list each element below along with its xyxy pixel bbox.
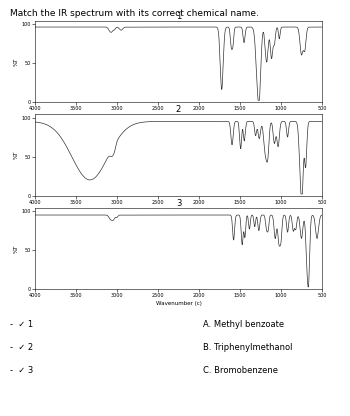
Text: A. Methyl benzoate: A. Methyl benzoate: [203, 320, 284, 329]
Title: 3: 3: [176, 199, 181, 208]
Y-axis label: %T: %T: [14, 244, 19, 253]
Y-axis label: %T: %T: [14, 151, 19, 159]
Text: -  ✓ 1: - ✓ 1: [10, 320, 34, 329]
X-axis label: Wavenumber (c): Wavenumber (c): [155, 301, 202, 306]
Text: C. Bromobenzene: C. Bromobenzene: [203, 366, 278, 375]
Text: -  ✓ 3: - ✓ 3: [10, 366, 34, 375]
Text: Match the IR spectrum with its correct chemical name.: Match the IR spectrum with its correct c…: [10, 9, 259, 18]
Title: 2: 2: [176, 105, 181, 114]
Y-axis label: %T: %T: [14, 57, 19, 66]
Text: -  ✓ 2: - ✓ 2: [10, 343, 34, 352]
Text: B. Triphenylmethanol: B. Triphenylmethanol: [203, 343, 293, 352]
Title: 1: 1: [176, 12, 181, 21]
